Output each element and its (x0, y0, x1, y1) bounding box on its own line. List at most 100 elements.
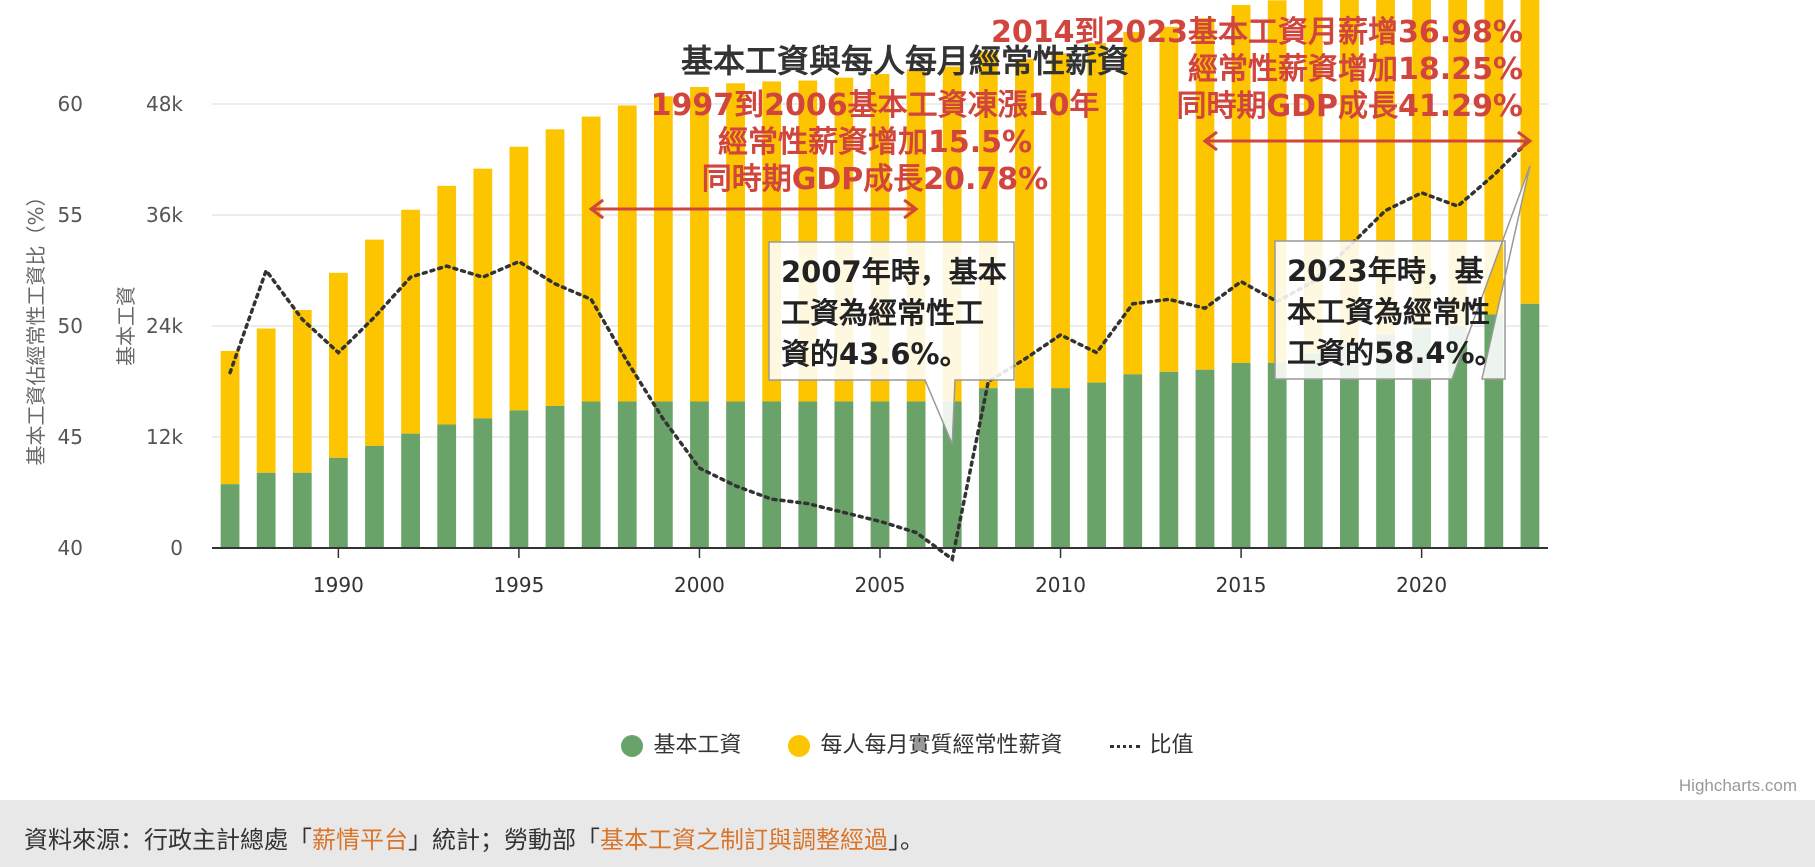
bar-base-2015 (1231, 362, 1251, 548)
bar-salary-2012 (1123, 32, 1143, 375)
bar-salary-1995 (509, 146, 529, 411)
x-tick-label: 2015 (1216, 573, 1267, 597)
bar-base-2009 (1015, 388, 1034, 548)
bar-salary-2015 (1231, 4, 1251, 363)
legend-item-ratio[interactable]: 比值 (1109, 727, 1194, 759)
legend-label-ratio: 比值 (1149, 733, 1194, 758)
legend-label-salary: 每人每月實質經常性薪資 (820, 733, 1063, 758)
source-text: 資料來源：行政主計總處「薪情平台」統計；勞動部「基本工資之制訂與調整經過」。 (24, 820, 924, 855)
bar-base-1992 (401, 433, 420, 548)
bar-salary-1991 (365, 239, 384, 446)
bar-salary-1998 (617, 105, 637, 402)
chart-title: 基本工資與每人每月經常性薪資 (681, 42, 1129, 80)
bar-base-2005 (870, 401, 890, 548)
credits-link[interactable]: Highcharts.com (1678, 776, 1797, 795)
y-left-axis-title: 基本工資佔經常性工資比（%） (24, 186, 48, 465)
x-tick-label: 2000 (674, 573, 725, 597)
bar-base-1998 (617, 401, 637, 548)
bar-salary-2011 (1087, 43, 1107, 383)
legend-item-salary[interactable]: 每人每月實質經常性薪資 (788, 727, 1063, 759)
x-tick-label: 2005 (855, 573, 906, 597)
bar-base-2000 (690, 401, 709, 548)
bar-salary-1999 (653, 96, 673, 402)
x-tick-label: 2010 (1035, 573, 1086, 597)
legend-swatch-base (621, 735, 644, 757)
y-right-tick-label: 36k (146, 203, 183, 227)
bar-base-2004 (834, 401, 854, 548)
callout-2007-text: 工資為經常性工 (781, 296, 984, 330)
source-suffix: 」。 (888, 826, 924, 854)
bar-salary-2022 (1484, 0, 1504, 315)
callout-2007-text: 2007年時，基本 (781, 255, 1007, 289)
y-right-tick-label: 24k (146, 314, 183, 338)
bar-salary-2014 (1195, 18, 1215, 370)
annotation-1997-2006-arrow-head-left (588, 198, 605, 220)
bar-salary-1989 (292, 309, 312, 473)
bar-salary-2010 (1051, 53, 1070, 389)
bar-base-2021 (1448, 326, 1468, 548)
annotation-2014-2023-text: 經常性薪資增加18.25% (1188, 52, 1523, 87)
bar-base-1988 (256, 472, 276, 548)
bar-base-2010 (1051, 388, 1070, 548)
bar-salary-1994 (473, 168, 493, 419)
source-bar: 資料來源：行政主計總處「薪情平台」統計；勞動部「基本工資之制訂與調整經過」。 (0, 800, 1815, 867)
annotation-1997-2006-text: 同時期GDP成長20.78% (702, 162, 1048, 197)
bar-base-1995 (509, 410, 529, 548)
bar-salary-1996 (545, 129, 565, 406)
bar-salary-1988 (256, 328, 276, 473)
legend-item-base[interactable]: 基本工資 (621, 727, 741, 759)
bar-base-2019 (1376, 334, 1395, 548)
annotation-2014-2023-arrow-head-left (1202, 130, 1218, 152)
bar-base-2018 (1340, 344, 1359, 548)
callout-2023-text: 2023年時，基 (1287, 254, 1485, 288)
bar-salary-2000 (690, 86, 709, 402)
annotations: 1997到2006基本工資凍漲10年經常性薪資增加15.5%同時期GDP成長20… (588, 15, 1533, 445)
y-left-tick-label: 45 (58, 425, 83, 449)
bar-base-2003 (798, 401, 818, 548)
callout-2007-text: 資的43.6%。 (781, 337, 969, 371)
y-right-axis-title: 基本工資 (114, 286, 138, 366)
bar-salary-2009 (1015, 58, 1034, 389)
callout-2007-box (768, 241, 1015, 445)
annotation-2014-2023-text: 2014到2023基本工資月薪增36.98% (991, 15, 1523, 50)
bar-base-2001 (726, 401, 745, 548)
annotation-2014-2023-text: 同時期GDP成長41.29% (1177, 89, 1523, 124)
y-right-tick-label: 0 (170, 536, 183, 560)
y-right-tick-label: 48k (146, 92, 183, 116)
y-left-tick-label: 60 (58, 92, 83, 116)
bar-base-1989 (292, 472, 312, 548)
bar-base-2006 (906, 401, 926, 548)
x-tick-label: 1990 (313, 573, 364, 597)
bar-base-2013 (1159, 371, 1179, 548)
source-link-salary-platform[interactable]: 薪情平台 (312, 826, 408, 854)
bar-base-2020 (1412, 327, 1432, 548)
annotation-1997-2006-text: 1997到2006基本工資凍漲10年 (651, 88, 1100, 123)
bar-base-1994 (473, 418, 493, 548)
legend-swatch-ratio (1109, 744, 1140, 748)
bar-salary-1997 (581, 116, 601, 402)
annotation-1997-2006-text: 經常性薪資增加15.5% (718, 125, 1032, 160)
bar-base-2002 (762, 401, 782, 548)
bar-salary-1990 (328, 272, 348, 458)
callout-2023-box (1274, 165, 1531, 380)
annotation-2014-2023-arrow-head-right (1517, 130, 1533, 152)
chart-canvas: 0 12k 24k 36k 48k 40 45 50 55 60 基本工資佔經常性工資比（%） 基本工… (24, 0, 1548, 597)
bar-base-2011 (1087, 382, 1107, 548)
bar-salary-1993 (437, 185, 457, 425)
bar-salary-2023 (1520, 0, 1540, 304)
bar-salary-2013 (1159, 26, 1179, 372)
bar-base-1987 (220, 484, 240, 548)
bar-base-2017 (1303, 353, 1323, 548)
y-left-tick-label: 50 (58, 314, 83, 338)
bar-base-1993 (437, 424, 457, 548)
source-link-minimum-wage[interactable]: 基本工資之制訂與調整經過 (600, 826, 888, 854)
bar-base-2008 (978, 388, 998, 548)
axes: 0 12k 24k 36k 48k 40 45 50 55 60 基本工資佔經常性工資比（%） 基本工… (24, 92, 1548, 597)
y-left-tick-label: 55 (58, 203, 83, 227)
source-mid: 」統計；勞動部「 (408, 826, 600, 854)
legend-swatch-salary (788, 735, 811, 757)
source-prefix: 資料來源：行政主計總處「 (24, 826, 312, 854)
legend: 基本工資 每人每月實質經常性薪資 比值 (0, 727, 1815, 759)
bar-salary-1987 (220, 350, 240, 485)
bar-base-1996 (545, 405, 565, 548)
